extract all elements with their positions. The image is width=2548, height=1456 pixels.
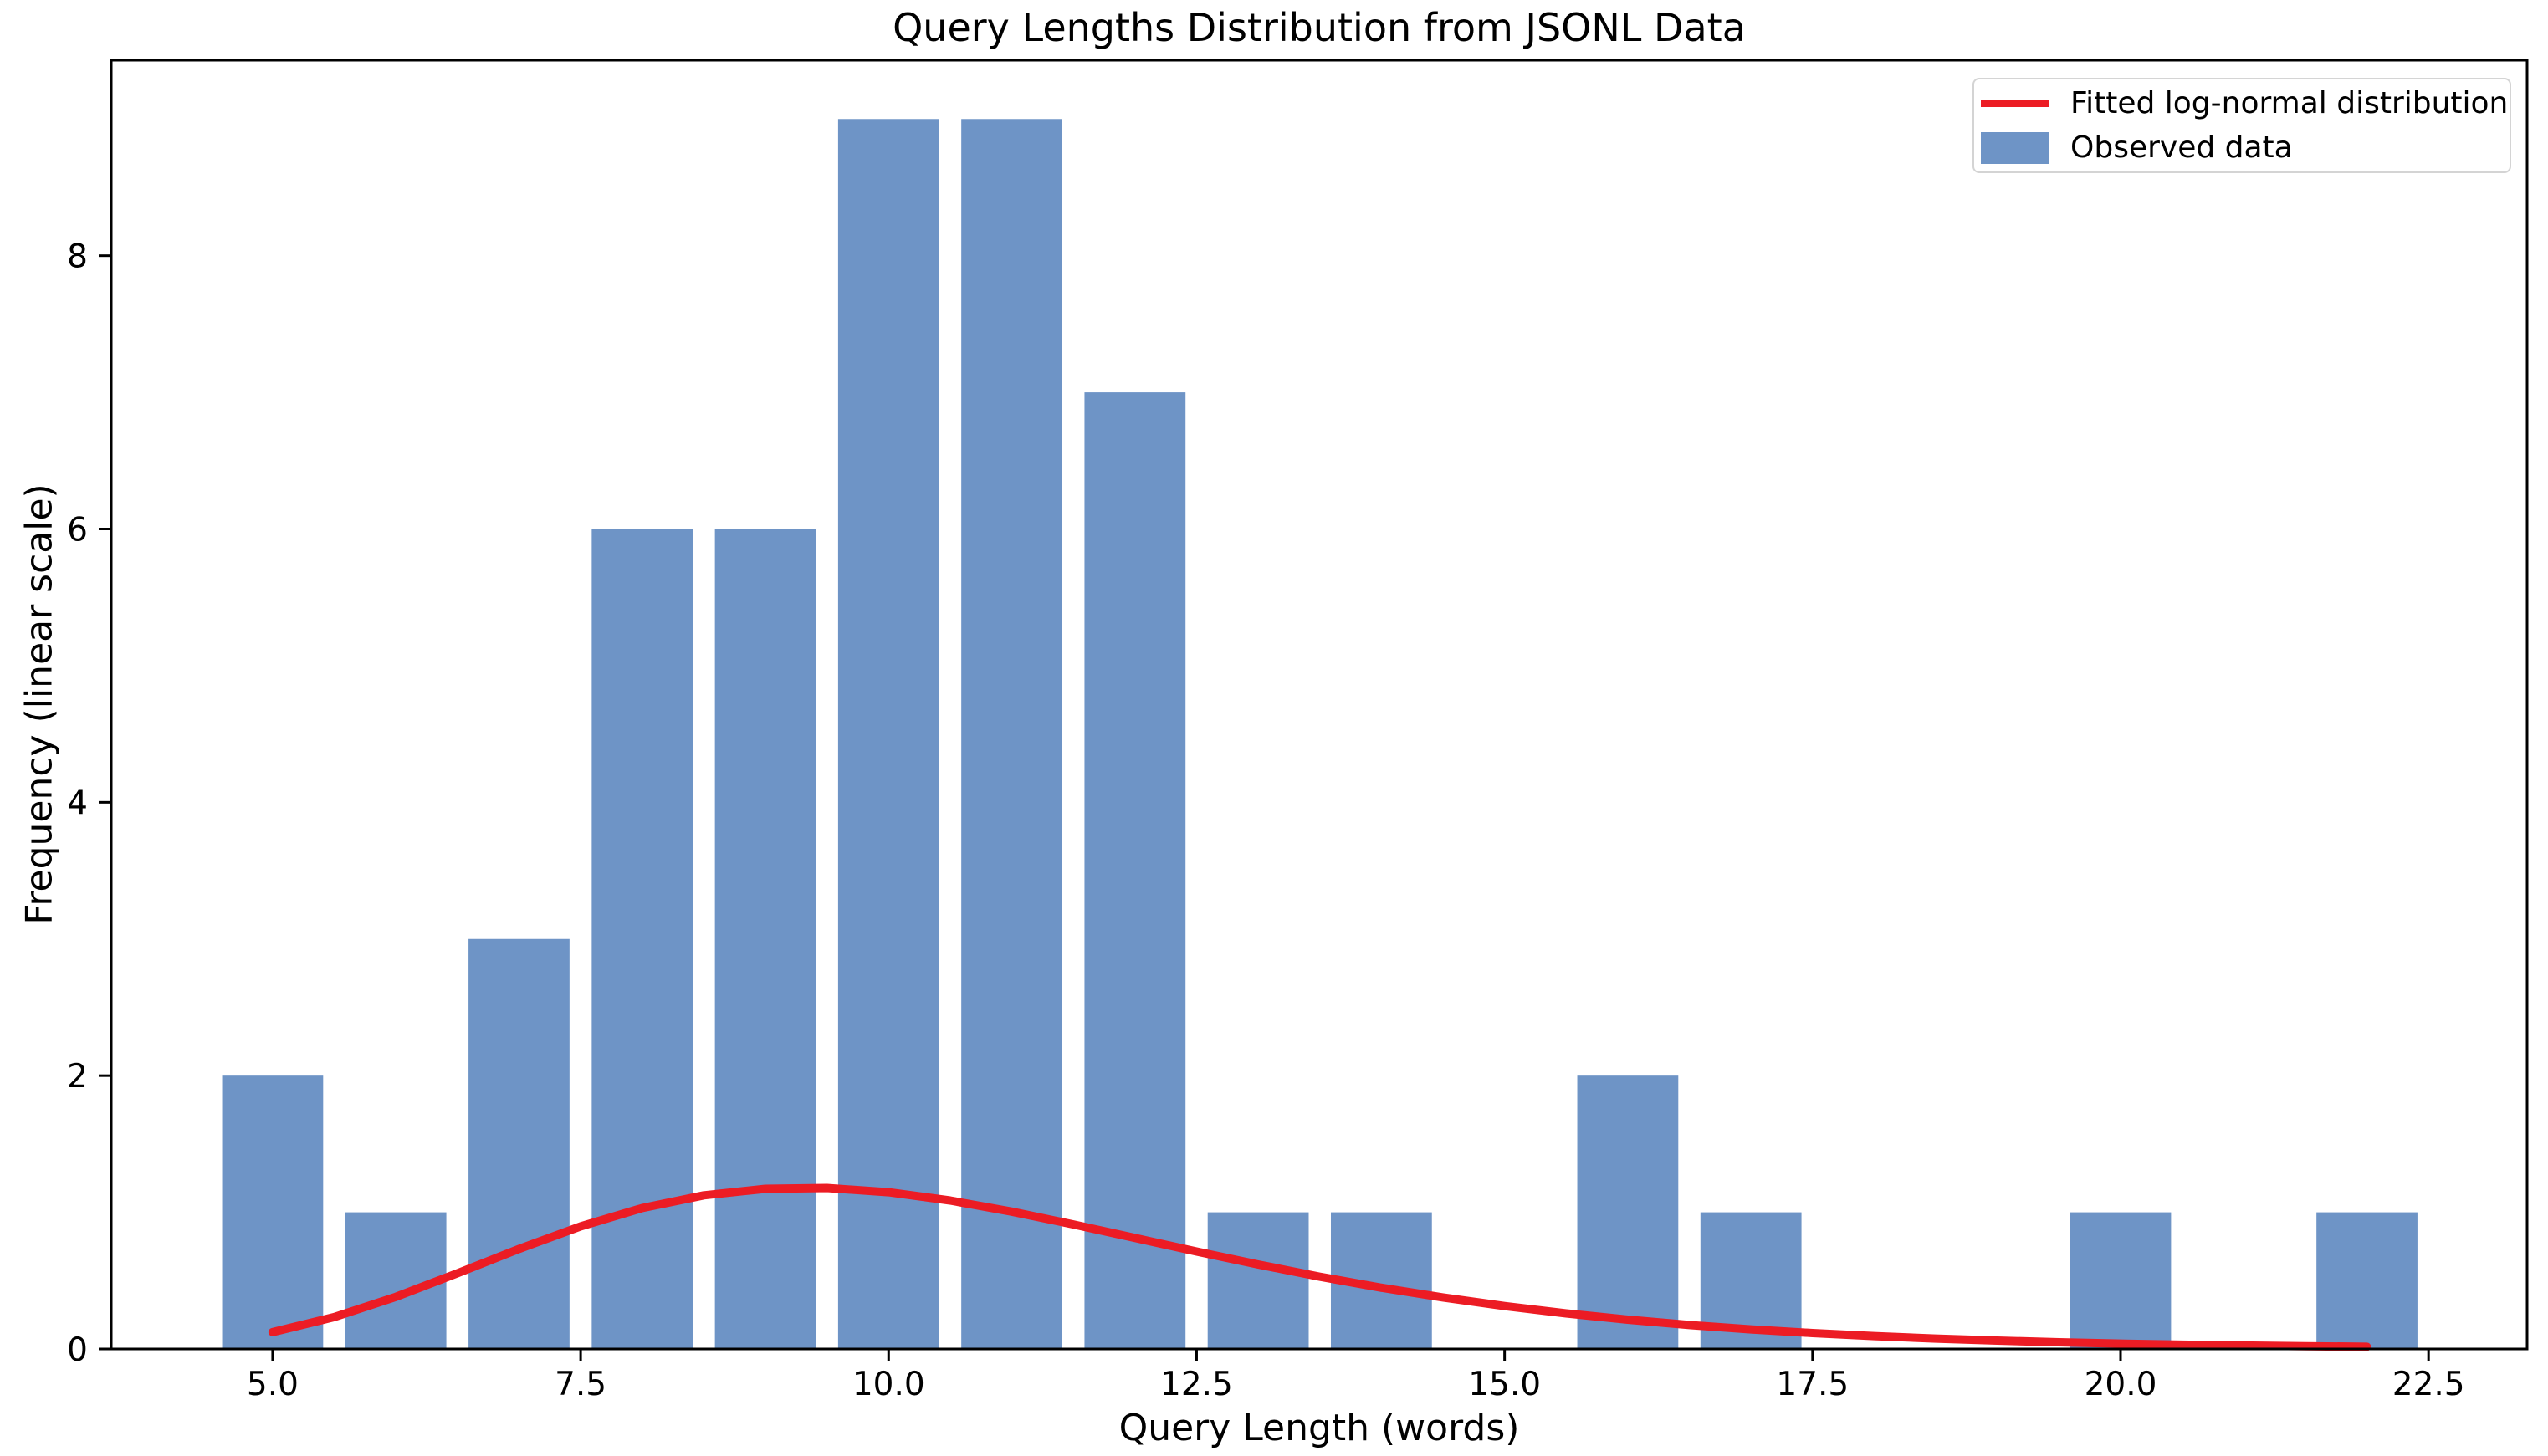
chart-title: Query Lengths Distribution from JSONL Da… — [893, 5, 1746, 50]
legend-entry-label: Observed data — [2070, 130, 2293, 165]
histogram-bar-16 — [1577, 1075, 1679, 1349]
histogram-bar-7 — [468, 938, 570, 1349]
legend-patch-swatch — [1981, 131, 2049, 164]
histogram-bar-13 — [1207, 1212, 1309, 1349]
y-tick-label: 8 — [67, 238, 88, 276]
legend-box: Fitted log-normal distribution Observed … — [1972, 78, 2511, 173]
plot-border — [110, 59, 2529, 1351]
histogram-bar-5 — [222, 1075, 324, 1349]
x-tick-label: 15.0 — [1468, 1366, 1541, 1403]
y-tick-label: 2 — [67, 1058, 88, 1096]
x-tick-label: 12.5 — [1160, 1366, 1233, 1403]
legend-entry-observed: Observed data — [1974, 125, 2510, 170]
legend-line-swatch — [1981, 100, 2049, 107]
histogram-bar-10 — [837, 119, 939, 1349]
histogram-bar-11 — [961, 119, 1062, 1349]
legend-entry-label: Fitted log-normal distribution — [2070, 86, 2509, 120]
y-tick-label: 6 — [67, 512, 88, 549]
x-tick-label: 10.0 — [852, 1366, 925, 1403]
y-tick-label: 4 — [67, 784, 88, 822]
histogram-bar-20 — [2070, 1212, 2172, 1349]
legend-swatch-wrap — [1981, 100, 2049, 107]
y-axis-label: Frequency (linear scale) — [18, 483, 61, 925]
x-tick-label: 22.5 — [2392, 1366, 2465, 1403]
histogram-bar-9 — [714, 529, 816, 1349]
histogram-bar-22 — [2316, 1212, 2418, 1349]
legend-swatch-wrap — [1981, 131, 2049, 164]
fitted-curve-line — [268, 1183, 2371, 1351]
histogram-bar-12 — [1084, 392, 1186, 1350]
x-tick-label: 7.5 — [555, 1366, 606, 1403]
x-tick-label: 20.0 — [2085, 1366, 2157, 1403]
histogram-bar-8 — [591, 529, 693, 1349]
x-tick-label: 17.5 — [1776, 1366, 1849, 1403]
x-axis-label: Query Length (words) — [1118, 1407, 1520, 1449]
legend-entry-fitted: Fitted log-normal distribution — [1974, 81, 2510, 125]
y-tick-label: 0 — [67, 1331, 88, 1369]
x-tick-label: 5.0 — [247, 1366, 299, 1403]
